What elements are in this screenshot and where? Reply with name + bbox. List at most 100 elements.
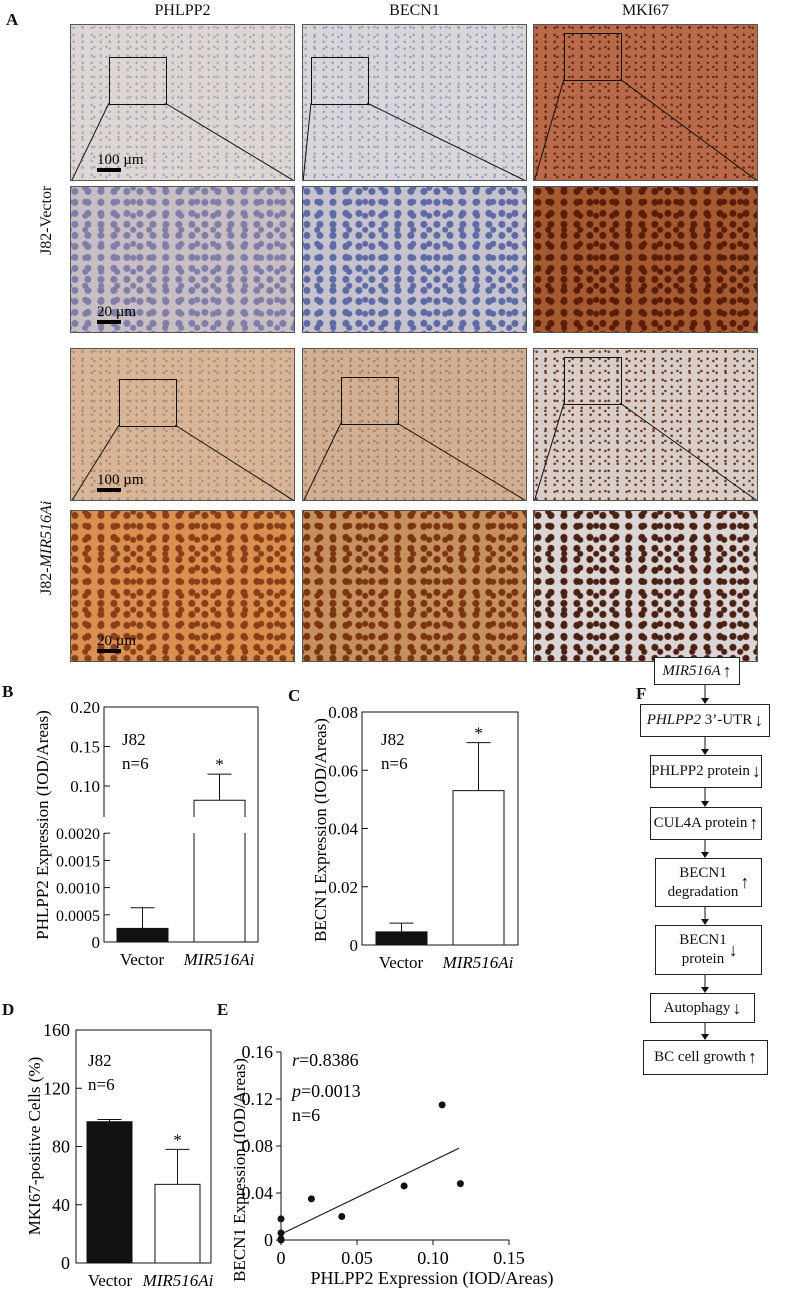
significance-star: * <box>474 724 483 743</box>
zoom-lines <box>534 78 757 180</box>
y-tick-label: 0 <box>61 1253 70 1273</box>
micrograph-becn1-vector-100um <box>302 24 527 181</box>
flow-step-label: BECN1 degradation <box>667 864 739 900</box>
flow-step: BC cell growth ↑ <box>643 1040 768 1075</box>
y-tick-label: 0.0005 <box>56 908 100 925</box>
zoom-lines <box>303 422 526 500</box>
y-tick-label: 0.10 <box>70 777 100 796</box>
annotation-cell-line: J82 <box>122 730 146 749</box>
micrograph-phlpp2-vector-100um: 100 µm <box>70 24 295 181</box>
scale-bar-line <box>97 488 121 492</box>
inset-box <box>564 357 622 405</box>
flow-step-label: PHLPP2 3’-UTR <box>646 712 753 729</box>
y-tick-label: 0.06 <box>328 761 358 780</box>
micrograph-becn1-mir516ai-100um <box>302 348 527 501</box>
flow-step-label: MIR516A <box>662 662 721 679</box>
inset-box <box>311 57 369 105</box>
micrograph-mki67-vector-100um <box>533 24 758 181</box>
y-tick-label: 0.15 <box>70 738 100 757</box>
scale-bar: 20 µm <box>97 304 136 324</box>
flow-arrow <box>701 1023 709 1040</box>
x-tick-label: 0 <box>277 1248 286 1268</box>
data-point <box>277 1235 285 1243</box>
y-tick-label: 0.16 <box>242 1042 274 1062</box>
panel-label-d: D <box>2 1000 15 1019</box>
micrograph-phlpp2-vector-20um: 20 µm <box>70 186 295 333</box>
data-point <box>338 1213 346 1220</box>
x-tick-label: Vector <box>120 950 165 969</box>
data-point <box>307 1195 315 1203</box>
y-axis-label: BECN1 Expression (IOD/Areas) <box>311 718 330 942</box>
micrograph-mki67-mir516ai-20um <box>533 510 758 662</box>
y-axis-label: PHLPP2 Expression (IOD/Areas) <box>33 710 52 939</box>
micrograph-becn1-mir516ai-20um <box>302 510 527 662</box>
annotation-n: n=6 <box>88 1075 115 1094</box>
micrograph-becn1-vector-20um <box>302 186 527 333</box>
x-tick-label: MIR516Ai <box>442 953 514 972</box>
y-tick-label: 0.08 <box>328 703 358 722</box>
micrograph-mki67-vector-20um <box>533 186 758 333</box>
y-axis-label: BECN1 Expression (IOD/Areas) <box>230 1058 249 1282</box>
panel-label-f: F <box>636 684 647 703</box>
data-point <box>456 1180 464 1188</box>
annotation-n: n=6 <box>381 754 408 773</box>
y-tick-label: 0 <box>350 936 359 955</box>
annotation-n: n=6 <box>122 754 149 773</box>
bar-vector <box>86 1121 133 1264</box>
zoom-lines <box>71 102 294 180</box>
data-point <box>400 1182 408 1190</box>
scale-bar: 20 µm <box>97 633 136 653</box>
y-tick-label: 0 <box>92 933 101 952</box>
bar-mir516ai <box>452 790 505 946</box>
flow-arrow <box>701 685 709 704</box>
micrograph-phlpp2-mir516ai-20um: 20 µm <box>70 510 295 662</box>
zoom-lines <box>534 402 757 500</box>
y-tick-label: 0.0020 <box>56 826 100 843</box>
axis-frame <box>103 706 259 943</box>
x-tick-label: Vector <box>88 1271 133 1289</box>
scale-bar-line <box>97 320 121 324</box>
inset-box <box>341 377 399 425</box>
down-arrow-icon: ↓ <box>732 997 742 1018</box>
scale-bar-line <box>97 649 121 653</box>
up-arrow-icon: ↑ <box>740 872 750 893</box>
inset-box <box>119 379 177 427</box>
inset-box <box>564 33 622 81</box>
significance-star: * <box>215 755 224 774</box>
x-tick-label: 0.05 <box>341 1248 373 1268</box>
up-arrow-icon: ↑ <box>747 1047 757 1068</box>
flow-step-label: Autophagy <box>663 999 731 1016</box>
down-arrow-icon: ↓ <box>728 939 738 960</box>
down-arrow-icon: ↓ <box>754 710 764 731</box>
y-tick-label: 0.0010 <box>56 881 100 898</box>
stat-p: p=0.0013 <box>290 1081 361 1101</box>
panel-label-e: E <box>217 1000 229 1019</box>
flow-arrow <box>701 907 709 925</box>
y-tick-label: 0.0015 <box>56 853 100 870</box>
up-arrow-icon: ↑ <box>749 813 759 834</box>
stat-n: n=6 <box>292 1105 320 1125</box>
y-tick-label: 120 <box>43 1078 70 1098</box>
bar-mir516ai <box>154 1183 201 1264</box>
y-tick-label: 0.20 <box>70 698 100 717</box>
y-tick-label: 0.12 <box>242 1089 274 1109</box>
up-arrow-icon: ↑ <box>722 660 732 681</box>
down-arrow-icon: ↓ <box>751 761 761 782</box>
x-tick-label: 0.15 <box>493 1248 525 1268</box>
x-axis-label: PHLPP2 Expression (IOD/Areas) <box>311 1268 554 1289</box>
y-tick-label: 0.04 <box>328 820 358 839</box>
inset-box <box>109 57 167 105</box>
flow-step: BECN1 degradation ↑ <box>655 858 762 907</box>
scale-bar-label: 100 µm <box>97 152 144 168</box>
bar-vector <box>375 931 428 946</box>
significance-star: * <box>173 1130 182 1149</box>
bar-vector <box>116 927 169 943</box>
scale-bar-label: 20 µm <box>97 304 137 320</box>
flow-step: MIR516A ↑ <box>654 657 740 685</box>
y-tick-label: 0.04 <box>242 1183 274 1203</box>
y-tick-label: 0.02 <box>328 878 358 897</box>
flow-step: Autophagy ↓ <box>650 993 755 1023</box>
panel-label-b: B <box>2 682 14 701</box>
p-value: =0.0013 <box>301 1081 361 1101</box>
